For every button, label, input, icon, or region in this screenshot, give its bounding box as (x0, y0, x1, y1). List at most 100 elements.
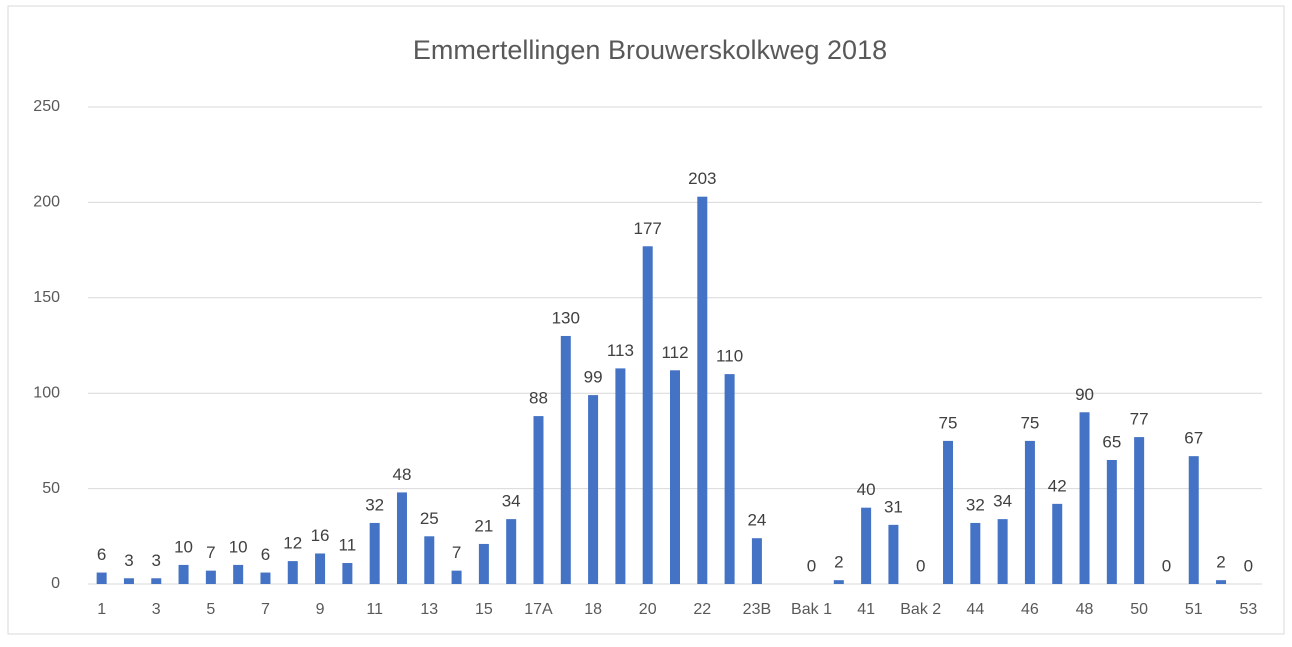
bar (1106, 459, 1117, 584)
data-label: 130 (552, 308, 580, 327)
data-label: 88 (529, 389, 548, 408)
x-tick-label: 15 (475, 601, 493, 618)
data-label: 177 (634, 219, 662, 238)
bar (642, 246, 653, 584)
bar (478, 543, 489, 584)
data-label: 6 (261, 545, 270, 564)
data-label: 40 (857, 480, 876, 499)
x-tick-label: 22 (693, 601, 711, 618)
bar (205, 570, 216, 584)
bar (1079, 412, 1090, 584)
bar (1134, 437, 1145, 584)
data-label: 31 (884, 497, 903, 516)
data-label: 11 (339, 535, 357, 554)
x-tick-label: Bak 1 (791, 601, 832, 618)
data-label: 203 (688, 169, 716, 188)
bar (615, 368, 626, 584)
bar (1052, 503, 1063, 584)
data-label: 90 (1075, 385, 1094, 404)
data-label: 3 (124, 551, 133, 570)
x-tick-label: 50 (1130, 601, 1148, 618)
x-tick-label: 46 (1021, 601, 1039, 618)
data-label: 3 (152, 551, 161, 570)
y-tick-label: 200 (33, 194, 60, 211)
bar (1188, 456, 1199, 584)
data-label: 2 (834, 553, 843, 572)
bar (970, 522, 981, 584)
bar (588, 395, 599, 584)
bar (997, 519, 1008, 584)
bar (424, 536, 435, 584)
bar (151, 578, 162, 584)
data-label: 10 (174, 537, 193, 556)
bar (861, 507, 872, 584)
data-label: 0 (1244, 556, 1253, 575)
bar (123, 578, 134, 584)
bar (533, 416, 544, 584)
data-label: 113 (607, 341, 634, 360)
bar (260, 572, 271, 584)
data-label: 10 (229, 537, 248, 556)
data-label: 2 (1216, 553, 1225, 572)
bar (943, 440, 954, 584)
data-label: 32 (365, 495, 384, 514)
data-label: 16 (311, 526, 330, 545)
x-tick-label: 23B (743, 601, 771, 618)
bar (369, 522, 380, 584)
x-tick-label: 17A (524, 601, 553, 618)
bar (560, 335, 571, 584)
y-tick-label: 0 (51, 575, 60, 592)
x-tick-label: 18 (584, 601, 602, 618)
bar (1024, 440, 1035, 584)
data-label: 24 (747, 511, 766, 530)
x-tick-label: 51 (1185, 601, 1203, 618)
x-tick-label: Bak 2 (900, 601, 941, 618)
bar (833, 580, 844, 584)
chart-title: Emmertellingen Brouwerskolkweg 2018 (413, 35, 887, 65)
bar (1216, 580, 1227, 584)
x-tick-label: 5 (206, 601, 215, 618)
bar (451, 570, 462, 584)
data-label: 0 (1162, 556, 1171, 575)
data-label: 6 (97, 545, 106, 564)
data-label: 42 (1048, 476, 1067, 495)
bar (342, 563, 353, 584)
data-label: 21 (474, 516, 493, 535)
y-tick-label: 250 (33, 98, 60, 115)
data-label: 34 (502, 492, 521, 511)
data-label: 75 (1020, 413, 1039, 432)
data-label: 7 (452, 543, 461, 562)
data-label: 48 (393, 465, 412, 484)
data-label: 12 (283, 534, 302, 553)
bar (96, 572, 107, 584)
bar (670, 370, 680, 584)
bar (315, 553, 326, 584)
x-tick-label: 11 (366, 601, 383, 618)
data-label: 75 (939, 413, 958, 432)
data-label: 110 (716, 347, 743, 366)
x-tick-label: 13 (420, 601, 438, 618)
data-label: 65 (1102, 432, 1121, 451)
x-tick-label: 1 (97, 601, 106, 618)
bar (751, 538, 762, 584)
data-label: 32 (966, 495, 985, 514)
data-label: 0 (807, 556, 816, 575)
data-label: 34 (993, 492, 1012, 511)
bar (396, 492, 407, 584)
y-tick-label: 100 (33, 384, 60, 401)
x-tick-label: 48 (1076, 601, 1094, 618)
bar (178, 564, 189, 584)
bar (506, 519, 517, 584)
x-tick-label: 53 (1239, 601, 1257, 618)
x-tick-label: 3 (152, 601, 161, 618)
bar (287, 561, 298, 584)
data-label: 67 (1184, 429, 1203, 448)
data-label: 0 (916, 556, 925, 575)
data-label: 77 (1130, 410, 1149, 429)
bar (233, 564, 244, 584)
data-label: 112 (661, 343, 688, 362)
x-tick-label: 20 (639, 601, 657, 618)
bar (724, 374, 735, 584)
data-label: 7 (206, 543, 215, 562)
